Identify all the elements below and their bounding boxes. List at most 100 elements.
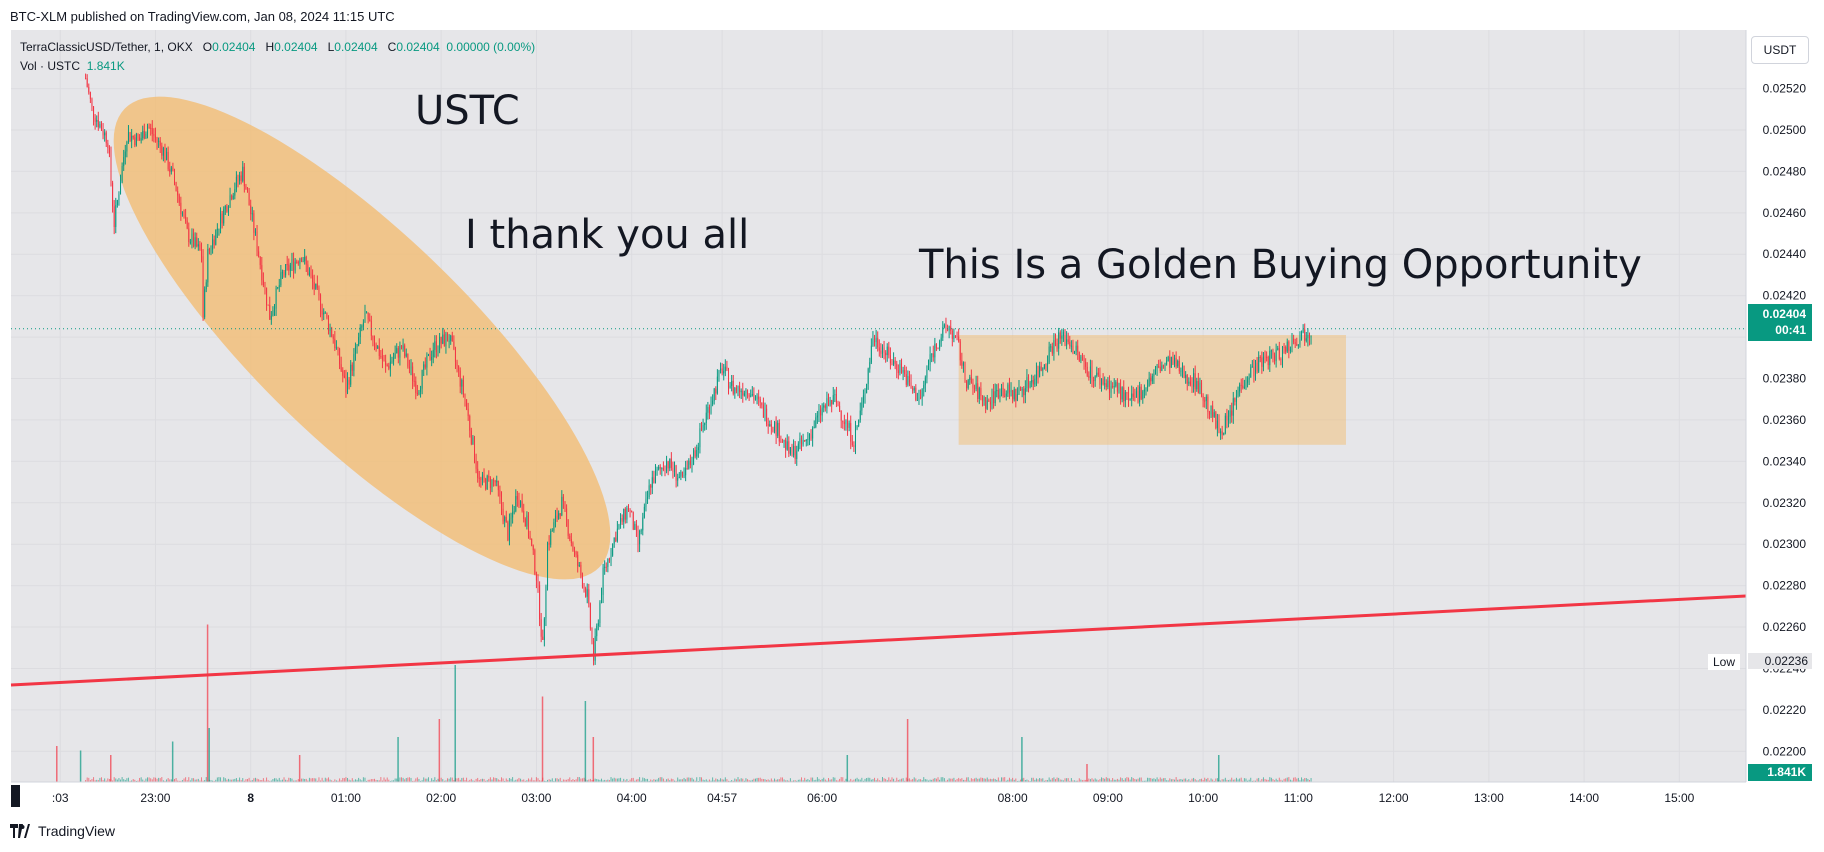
candle-body [1031,380,1033,383]
volume-bar [424,778,426,782]
volume-bar [745,778,747,782]
candle-body [1131,393,1133,400]
volume-bar [1148,777,1150,782]
volume-bar [989,778,991,782]
volume-bar [470,778,472,782]
annotation-thank[interactable]: I thank you all [465,212,750,258]
volume-bar [964,779,966,782]
volume-bar [816,777,818,782]
volume-bar [1259,780,1261,782]
candle-body [1001,388,1003,396]
volume-bar [137,780,139,782]
symbol-legend[interactable]: TerraClassicUSD/Tether, 1, OKX O0.02404 … [20,40,535,54]
volume-bar [997,777,999,782]
volume-label[interactable]: Vol · USTC [20,59,81,73]
volume-bar [367,779,369,782]
candle-body [451,335,453,342]
candle-body [1101,378,1103,385]
time-axis[interactable] [11,782,1746,814]
volume-bar [167,778,169,782]
volume-bar [1004,777,1006,782]
volume-bar [974,778,976,782]
volume-bar [767,779,769,782]
candle-body [1308,335,1310,338]
candle-body [701,428,703,431]
volume-bar [178,780,180,782]
annotation-ustc[interactable]: USTC [415,88,520,134]
candle-body [1047,362,1049,365]
candle-body [1264,356,1266,358]
volume-bar [597,779,599,782]
candle-body [656,469,658,471]
candle-body [980,388,982,396]
volume-bar [1213,780,1215,782]
tradingview-brand[interactable]: TradingView [10,823,115,839]
volume-bar [926,779,928,782]
volume-spike [1086,764,1088,782]
volume-bar [808,780,810,782]
volume-bar [1005,780,1007,782]
candle-body [885,352,887,356]
time-tick-label: 10:00 [1188,791,1218,805]
symbol-name[interactable]: TerraClassicUSD/Tether, 1, OKX [20,40,193,54]
volume-bar [750,780,752,782]
volume-bar [1304,778,1306,782]
volume-bar [1048,777,1050,782]
open-value: 0.02404 [212,40,256,54]
candle-body [1058,332,1060,349]
volume-bar [534,780,536,782]
volume-bar [1080,779,1082,782]
volume-bar [96,779,98,782]
candle-body [816,415,818,418]
candle-body [331,327,333,337]
volume-bar [1197,780,1199,782]
annotation-golden[interactable]: This Is a Golden Buying Opportunity [919,242,1642,288]
volume-bar [396,778,398,782]
candle-body [689,460,691,465]
volume-bar [731,780,733,782]
candle-body [207,249,209,283]
candle-body [1083,357,1085,362]
candle-body [1253,366,1255,377]
volume-bar [204,780,206,782]
volume-bar [1072,780,1074,782]
candle-body [567,519,569,536]
volume-spike [208,728,210,782]
candle-body [1069,341,1071,347]
volume-legend[interactable]: Vol · USTC 1.841K [20,59,125,73]
candle-body [1207,396,1209,413]
volume-bar [277,779,279,782]
candle-body [889,355,891,364]
volume-bar [764,779,766,782]
volume-bar [772,780,774,782]
candle-body [1221,431,1223,435]
candle-body [710,404,712,414]
candle-body [1077,345,1079,352]
candle-body [205,282,207,290]
volume-bar [331,780,333,782]
candle-body [1010,390,1012,393]
volume-bar [499,780,501,782]
volume-bar [304,778,306,782]
volume-bar [799,779,801,782]
volume-bar [1302,779,1304,782]
price-tick-label: 0.02520 [1763,82,1807,96]
currency-button[interactable]: USDT [1751,36,1809,64]
volume-bar [1012,777,1014,782]
volume-bar [802,780,804,782]
candle-body [1104,383,1106,385]
candle-body [1020,387,1022,391]
volume-bar [1247,780,1249,782]
candle-body [353,354,355,371]
candle-body [1177,360,1179,367]
volume-bar [134,779,136,782]
volume-bar [162,780,164,782]
volume-bar [581,778,583,782]
candle-body [659,467,661,469]
candle-body [981,395,983,402]
volume-bar [412,780,414,782]
candle-body [610,555,612,561]
volume-bar [1099,779,1101,782]
volume-bar [791,780,793,782]
